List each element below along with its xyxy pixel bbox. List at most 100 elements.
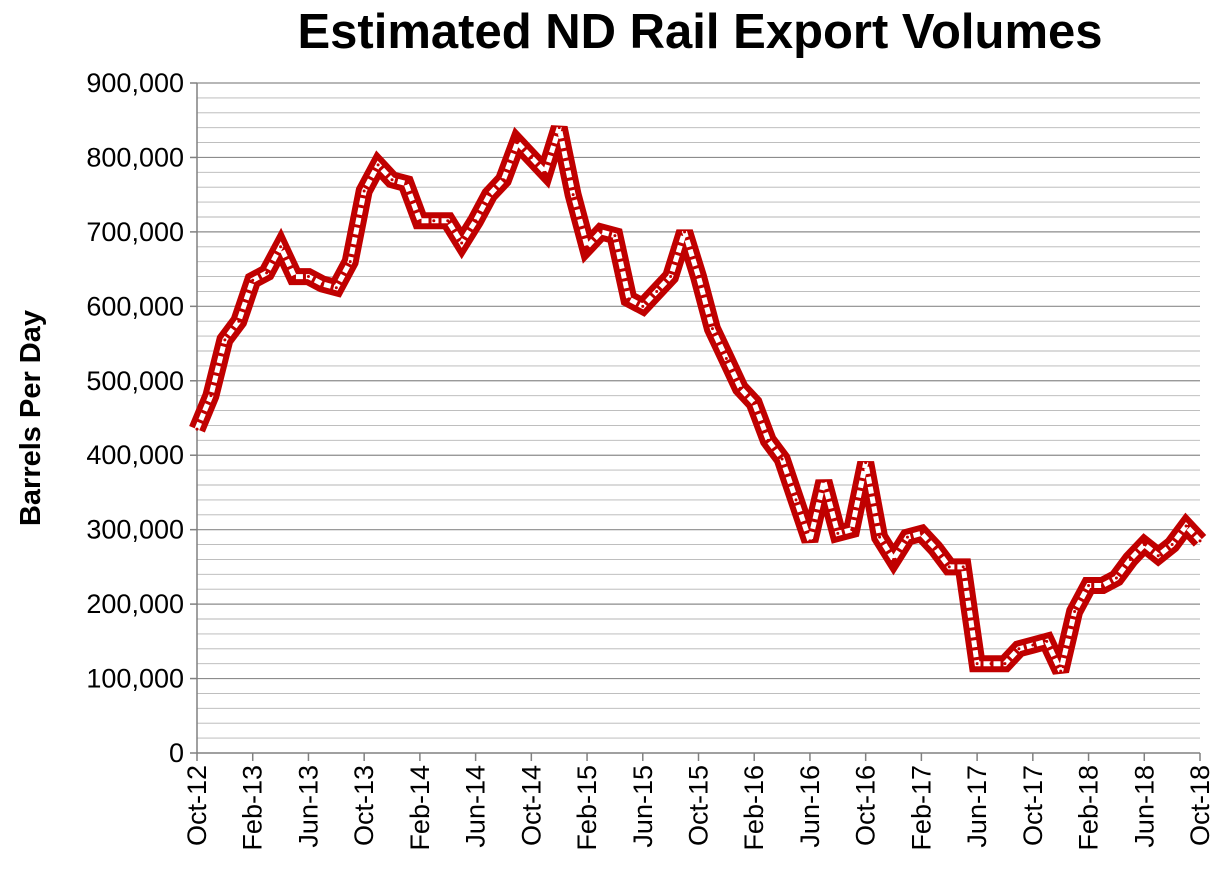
data-point xyxy=(933,546,937,550)
data-point xyxy=(376,163,380,167)
data-point xyxy=(1100,584,1104,587)
x-tick-label: Jun-13 xyxy=(293,765,323,848)
data-point xyxy=(1059,669,1063,673)
x-tick-label: Feb-16 xyxy=(739,765,769,851)
y-tick-label: 700,000 xyxy=(86,217,184,247)
data-point xyxy=(1142,543,1146,547)
data-point xyxy=(613,234,617,238)
data-point xyxy=(850,528,854,532)
data-point xyxy=(641,304,645,308)
data-point xyxy=(738,386,742,390)
gridlines xyxy=(197,82,1200,739)
x-tick-label: Oct-15 xyxy=(684,765,714,846)
data-point xyxy=(905,535,909,539)
x-tick-label: Feb-14 xyxy=(405,765,435,851)
y-axis-label: Barrels Per Day xyxy=(15,310,47,526)
data-point xyxy=(432,219,436,223)
data-point xyxy=(780,457,784,461)
data-point xyxy=(961,565,965,569)
data-point xyxy=(418,219,422,223)
data-point xyxy=(975,662,979,666)
x-tick-label: Jun-14 xyxy=(461,765,491,848)
chart-title: Estimated ND Rail Export Volumes xyxy=(297,5,1102,59)
data-point xyxy=(1184,524,1188,528)
data-point xyxy=(655,289,659,293)
x-tick-label: Jun-18 xyxy=(1129,765,1159,848)
data-point xyxy=(627,297,631,301)
data-point xyxy=(878,535,882,539)
data-point xyxy=(752,401,756,405)
data-point xyxy=(599,230,603,234)
data-point xyxy=(585,245,589,249)
x-tick-label: Feb-15 xyxy=(572,765,602,851)
data-point xyxy=(697,275,700,279)
data-point xyxy=(306,275,310,279)
data-point xyxy=(836,531,840,535)
data-point xyxy=(1073,610,1077,614)
x-tick-label: Jun-15 xyxy=(628,765,658,848)
x-tick-label: Oct-12 xyxy=(182,765,212,846)
data-point xyxy=(195,427,199,431)
data-point xyxy=(501,178,505,182)
x-tick-label: Oct-18 xyxy=(1185,765,1215,846)
data-point xyxy=(474,219,478,223)
data-point xyxy=(864,461,868,465)
data-point xyxy=(919,531,923,535)
data-point xyxy=(683,230,687,234)
data-point xyxy=(669,275,673,279)
y-tick-label: 100,000 xyxy=(86,664,184,694)
data-point xyxy=(947,565,951,569)
data-point xyxy=(1045,639,1049,643)
data-point xyxy=(251,278,255,282)
data-point xyxy=(892,557,896,561)
data-point xyxy=(808,539,812,543)
x-tick-label: Oct-17 xyxy=(1018,765,1048,846)
x-tick-label: Oct-14 xyxy=(516,765,546,846)
data-point xyxy=(515,141,519,145)
data-point xyxy=(1128,557,1132,561)
x-tick-label: Feb-18 xyxy=(1074,765,1104,851)
data-point xyxy=(1017,647,1021,651)
y-tick-label: 500,000 xyxy=(86,366,184,396)
y-tick-label: 900,000 xyxy=(86,68,184,98)
data-point xyxy=(571,193,575,197)
data-point xyxy=(404,182,408,185)
data-point xyxy=(460,241,464,245)
data-point xyxy=(543,170,547,174)
data-point xyxy=(1198,539,1202,543)
y-tick-label: 0 xyxy=(169,738,184,768)
x-tick-label: Oct-16 xyxy=(851,765,881,846)
data-point xyxy=(209,394,213,398)
data-point xyxy=(334,286,338,290)
data-point xyxy=(348,260,352,264)
data-point xyxy=(446,219,450,223)
data-point xyxy=(724,356,728,360)
x-tick-label: Feb-13 xyxy=(238,765,268,851)
data-point xyxy=(488,193,492,197)
data-point xyxy=(989,662,993,666)
data-point xyxy=(822,479,826,483)
data-point xyxy=(362,189,366,193)
data-point xyxy=(794,498,798,502)
data-point xyxy=(1114,576,1118,580)
data-point xyxy=(1156,554,1160,558)
data-point xyxy=(766,438,770,442)
data-point xyxy=(557,126,561,130)
x-tick-label: Feb-17 xyxy=(906,765,936,851)
data-point xyxy=(529,155,533,159)
data-point xyxy=(223,338,227,342)
y-tick-labels: 0 100,000 200,000 300,000 400,000 500,000 600,… xyxy=(86,68,184,768)
data-point xyxy=(279,245,283,249)
data-point xyxy=(1087,584,1091,587)
x-tick-label: Jun-17 xyxy=(962,765,992,848)
data-point xyxy=(1031,643,1035,647)
x-tick-labels: Oct-12 Feb-13 Jun-13 Oct-13 Feb-14 Jun-14 Oct-… xyxy=(182,765,1215,851)
data-point xyxy=(320,282,324,286)
data-point xyxy=(1170,543,1174,547)
series-group xyxy=(189,125,1207,675)
data-point xyxy=(265,271,269,275)
data-point xyxy=(390,178,394,182)
y-tick-label: 600,000 xyxy=(86,291,184,321)
y-tick-label: 400,000 xyxy=(86,440,184,470)
